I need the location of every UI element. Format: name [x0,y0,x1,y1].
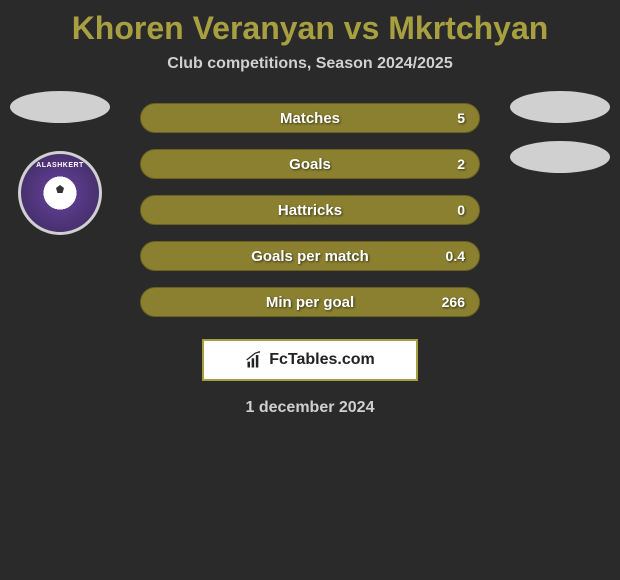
stat-bars: Matches 5 Goals 2 Hattricks 0 Goals per … [140,103,480,317]
stat-bar-hattricks: Hattricks 0 [140,195,480,225]
stat-label: Min per goal [266,294,354,311]
page-title: Khoren Veranyan vs Mkrtchyan [0,0,620,55]
stat-label: Hattricks [278,202,342,219]
content-area: ALASHKERT Matches 5 Goals 2 Hattricks 0 … [0,103,620,417]
player-silhouette-right [510,91,610,123]
soccer-ball-icon [46,179,74,207]
right-badge-column [510,91,610,173]
player-silhouette-left [10,91,110,123]
watermark-label: FcTables.com [269,351,375,369]
watermark: FcTables.com [202,339,418,381]
stat-bar-min-per-goal: Min per goal 266 [140,287,480,317]
stat-value: 266 [442,294,465,310]
chart-icon [245,350,265,370]
club-silhouette-right [510,141,610,173]
stat-value: 2 [457,156,465,172]
stat-value: 0 [457,202,465,218]
stat-label: Matches [280,110,340,127]
stat-label: Goals per match [251,248,369,265]
snapshot-date: 1 december 2024 [0,399,620,417]
stat-label: Goals [289,156,331,173]
stat-bar-goals-per-match: Goals per match 0.4 [140,241,480,271]
stat-bar-goals: Goals 2 [140,149,480,179]
stat-bar-matches: Matches 5 [140,103,480,133]
stat-value: 5 [457,110,465,126]
club-logo: ALASHKERT [18,151,102,235]
stat-value: 0.4 [446,248,465,264]
club-logo-label: ALASHKERT [36,162,84,169]
left-badge-column: ALASHKERT [10,91,110,235]
